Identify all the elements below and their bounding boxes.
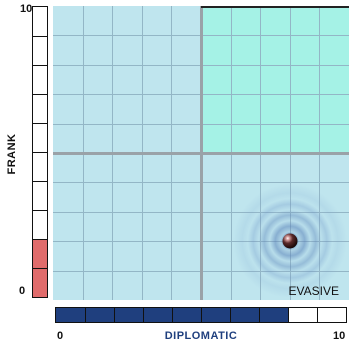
vertical-meter <box>32 6 48 298</box>
horizontal-meter-tick <box>259 308 260 322</box>
horizontal-meter-tick <box>201 308 202 322</box>
vertical-meter-tick <box>33 123 47 124</box>
horizontal-meter-ticks <box>56 308 346 322</box>
horizontal-midline <box>53 152 349 155</box>
plot-area[interactable]: EVASIVE <box>53 6 349 300</box>
highlighted-quadrant <box>201 6 349 153</box>
vertical-meter-tick <box>33 210 47 211</box>
vertical-meter-tick <box>33 181 47 182</box>
horizontal-meter-tick <box>288 308 289 322</box>
horizontal-meter-tick <box>230 308 231 322</box>
horizontal-meter-tick <box>317 308 318 322</box>
horizontal-meter-tick <box>85 308 86 322</box>
horizontal-axis-max-label: 10 <box>333 330 346 342</box>
horizontal-meter-tick <box>143 308 144 322</box>
horizontal-axis-min-label: 0 <box>57 330 64 342</box>
horizontal-axis-label: DIPLOMATIC <box>164 330 238 342</box>
quadrant-top-edge <box>201 6 349 8</box>
vertical-meter-tick <box>33 239 47 240</box>
horizontal-meter-tick <box>114 308 115 322</box>
horizontal-meter <box>55 307 347 323</box>
vertical-axis-min-label: 0 <box>19 285 26 297</box>
horizontal-meter-tick <box>172 308 173 322</box>
position-marker[interactable] <box>282 233 298 249</box>
quadrant-label: EVASIVE <box>288 284 339 298</box>
vertical-meter-tick <box>33 65 47 66</box>
vertical-meter-tick <box>33 94 47 95</box>
vertical-axis-max-label: 10 <box>20 3 33 15</box>
vertical-meter-ticks <box>33 7 47 297</box>
vertical-meter-tick <box>33 36 47 37</box>
vertical-meter-tick <box>33 152 47 153</box>
vertical-meter-tick <box>33 268 47 269</box>
vertical-axis-label-text: FRANK <box>6 133 18 175</box>
